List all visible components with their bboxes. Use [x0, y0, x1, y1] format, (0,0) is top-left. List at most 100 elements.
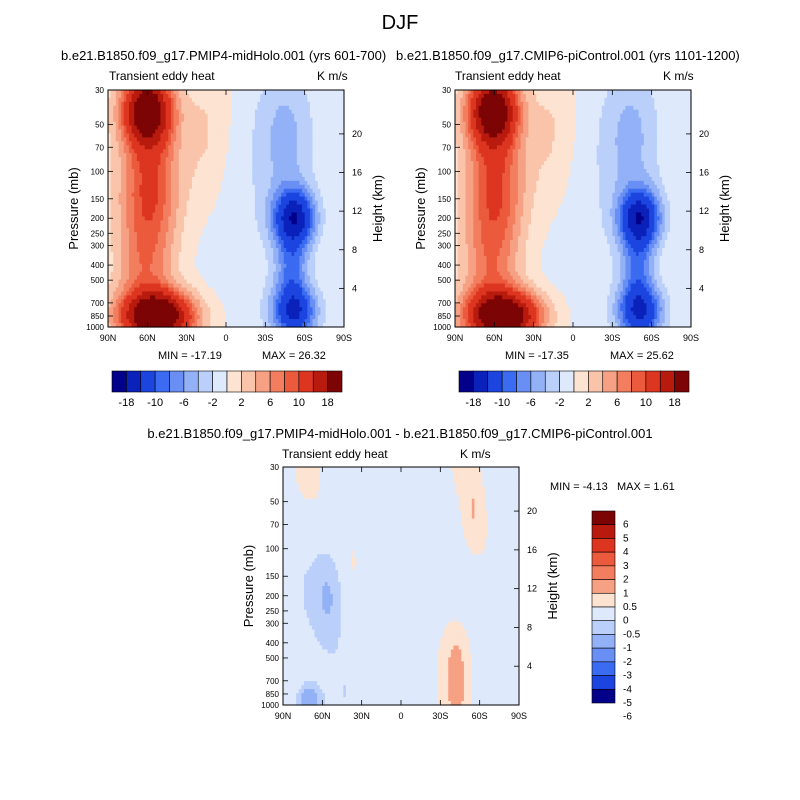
panel1-cell: [228, 137, 232, 142]
panel1-cell: [267, 109, 272, 115]
panel1-cell: [226, 113, 230, 119]
panel1-cell: [223, 125, 227, 131]
panel1-cell: [320, 129, 324, 135]
panel1-cell: [160, 101, 164, 107]
panel1-cell: [228, 113, 232, 119]
panel1-cell: [220, 137, 224, 142]
panel1-cell: [118, 113, 122, 119]
panel1-cell: [291, 129, 295, 135]
panel1-cell: [254, 109, 259, 115]
panel1-cell: [202, 121, 206, 127]
panel1-cell: [265, 121, 269, 127]
panel1-cell: [157, 105, 162, 111]
panel1-cell: [181, 117, 185, 123]
panel1-cell: [320, 97, 324, 103]
panel1-cell: [205, 113, 209, 119]
panel1-cell: [286, 93, 290, 99]
panel1-cell: [110, 141, 114, 146]
panel1-cell: [341, 125, 345, 131]
panel1-cell: [226, 97, 230, 103]
panel1-cell: [312, 125, 316, 131]
panel1-cell: [126, 129, 130, 135]
panel1-cell: [168, 109, 172, 115]
panel1-cell: [312, 133, 316, 138]
panel1-cell: [233, 137, 238, 142]
panel1-cell: [291, 137, 295, 142]
panel1-cell: [265, 125, 269, 131]
panel1-cell: [170, 109, 175, 115]
panel1-cell: [149, 141, 154, 146]
panel1-cell: [254, 121, 259, 127]
panel1-cell: [220, 97, 224, 103]
panel1-cell: [315, 121, 319, 127]
panel1-cell: [286, 113, 290, 119]
panel1-cell: [307, 137, 311, 142]
panel1-cell: [239, 125, 243, 131]
panel1-cell: [265, 109, 269, 115]
panel1-cell: [288, 90, 293, 95]
panel1-cell: [312, 105, 316, 111]
panel1-cell: [147, 141, 151, 146]
panel1-cell: [115, 90, 120, 95]
panel1-cell: [136, 137, 141, 142]
panel1-cell: [228, 141, 232, 146]
panel1-cell: [147, 117, 151, 123]
panel1-cell: [328, 125, 332, 131]
panel1-cell: [262, 90, 266, 95]
panel1-cell: [228, 117, 232, 123]
panel1-cell: [142, 133, 146, 138]
panel1-cell: [165, 97, 169, 103]
panel1-cell: [333, 101, 337, 107]
panel1-cell: [160, 117, 164, 123]
panel1-cell: [323, 121, 327, 127]
panel1-cell: [252, 109, 256, 115]
panel1-cell: [246, 137, 251, 142]
panel1-cell: [262, 133, 266, 138]
panel1-cell: [273, 137, 277, 142]
panel1-cell: [121, 93, 125, 99]
panel1-cell: [121, 121, 125, 127]
panel1-cell: [307, 133, 311, 138]
panel1-cell: [317, 117, 321, 123]
panel1-cell: [108, 121, 112, 127]
panel1-cell: [157, 90, 162, 95]
panel1-cell: [220, 90, 224, 95]
panel1-cell: [273, 129, 277, 135]
panel1-cell: [328, 113, 332, 119]
panel1-cell: [139, 117, 143, 123]
panel1-cell: [194, 125, 198, 131]
panel1-cell: [323, 125, 327, 131]
panel1-cell: [320, 117, 324, 123]
panel1-cell: [176, 141, 180, 146]
panel1-cell: [231, 113, 235, 119]
panel1-cell: [110, 109, 114, 115]
panel1-cell: [249, 137, 253, 142]
panel1-cell: [320, 133, 324, 138]
panel1-cell: [165, 101, 169, 107]
panel1-cell: [110, 129, 114, 135]
panel1-cell: [323, 90, 327, 95]
panel1-cell: [191, 117, 196, 123]
panel1-cell: [184, 117, 188, 123]
panel1-cell: [294, 105, 298, 111]
panel1-cell: [110, 121, 114, 127]
panel1-cell: [220, 93, 224, 99]
panel1-cell: [257, 101, 261, 107]
panel1-cell: [163, 105, 167, 111]
panel1-cell: [147, 101, 151, 107]
panel1-cell: [341, 129, 345, 135]
panel1-cell: [108, 97, 112, 103]
panel1-cell: [144, 133, 148, 138]
panel1-cell: [191, 129, 196, 135]
panel1-cell: [299, 97, 303, 103]
panel1-cell: [307, 101, 311, 107]
panel1-cell: [252, 90, 256, 95]
panel1-cell: [199, 125, 203, 131]
panel1-cell: [155, 121, 159, 127]
panel1-cell: [328, 90, 332, 95]
panel1-cell: [218, 129, 222, 135]
panel1-cell: [312, 93, 316, 99]
panel1-cell: [223, 129, 227, 135]
panel1-cell: [309, 97, 314, 103]
panel1-cell: [231, 133, 235, 138]
